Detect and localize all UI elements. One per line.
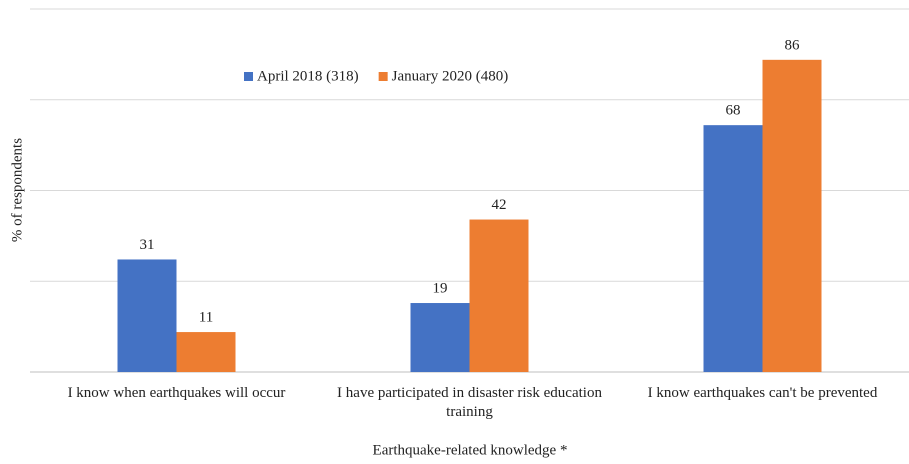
x-tick-label: I know when earthquakes will occur <box>67 385 286 401</box>
bar <box>410 303 470 372</box>
legend-swatch <box>244 72 253 81</box>
data-label: 68 <box>726 103 741 119</box>
x-tick-label: I know earthquakes can't be prevented <box>647 385 878 401</box>
data-label: 19 <box>433 280 448 296</box>
bar <box>762 59 822 372</box>
legend-label: April 2018 (318) <box>257 68 359 84</box>
bar <box>176 332 236 372</box>
legend-label: January 2020 (480) <box>392 68 509 84</box>
data-label: 86 <box>785 37 801 53</box>
bar <box>469 219 529 372</box>
data-label: 11 <box>199 310 213 326</box>
bar <box>703 125 763 372</box>
data-label: 42 <box>492 197 507 213</box>
data-label: 31 <box>140 237 155 253</box>
x-tick-label: I have participated in disaster risk edu… <box>337 385 602 420</box>
y-axis-label: % of respondents <box>9 138 25 242</box>
legend-swatch <box>378 72 388 81</box>
x-axis-label: Earthquake-related knowledge * <box>373 442 568 458</box>
bar <box>117 259 177 372</box>
